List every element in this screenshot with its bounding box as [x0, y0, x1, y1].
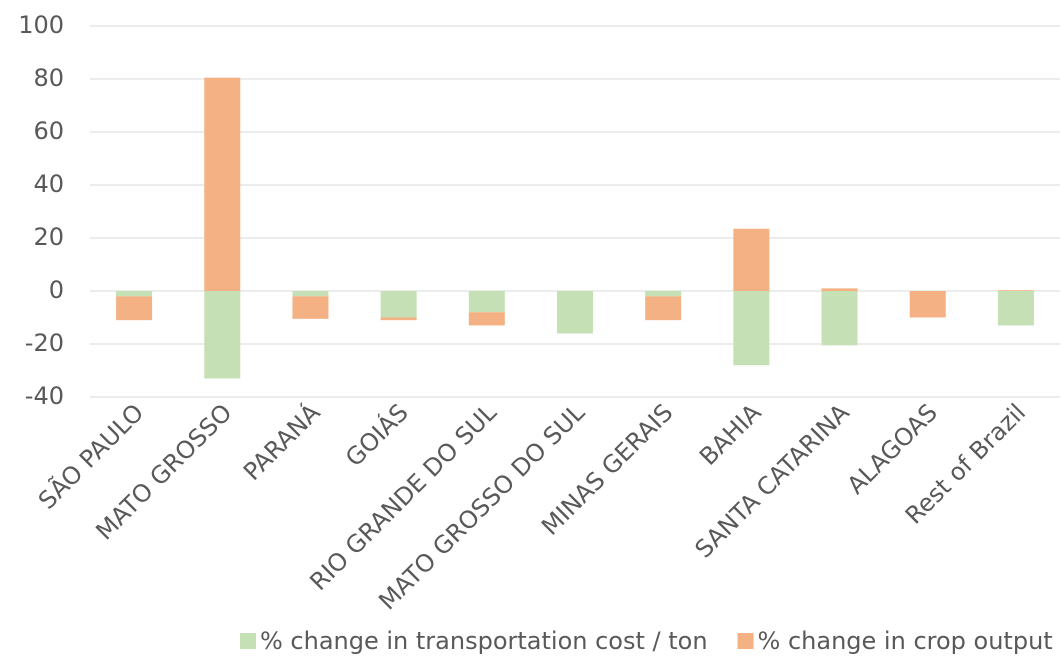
x-tick-label: PARANÁ: [237, 397, 326, 486]
legend-swatch: [737, 633, 754, 649]
y-tick-label: 0: [49, 276, 64, 304]
y-tick-label: -20: [25, 329, 64, 357]
bar: [909, 291, 946, 318]
x-tick-label: SANTA CATARINA: [690, 398, 856, 564]
y-tick-label: 20: [33, 223, 64, 251]
bar: [733, 228, 770, 291]
bar: [116, 291, 153, 297]
bar: [204, 77, 241, 291]
bar: [557, 291, 593, 334]
legend-label: % change in crop output: [758, 627, 1053, 655]
x-tick-label: BAHIA: [694, 398, 767, 471]
bar: [468, 291, 505, 313]
bar: [733, 291, 770, 366]
bar: [116, 296, 153, 321]
bar: [380, 317, 417, 321]
legend-swatch: [240, 633, 256, 649]
x-tick-label: GOIÁS: [339, 398, 413, 472]
y-tick-label: 40: [33, 170, 64, 198]
bar: [997, 291, 1034, 326]
bar: [997, 290, 1034, 291]
legend-label: % change in transportation cost / ton: [260, 627, 708, 655]
bar: [204, 291, 241, 379]
y-tick-label: 80: [33, 64, 64, 92]
bar: [645, 296, 682, 321]
bar: [468, 312, 505, 326]
bar: [380, 291, 417, 318]
bar: [645, 291, 682, 297]
bar: [292, 296, 329, 319]
bar: [821, 291, 858, 346]
bar: [821, 288, 858, 291]
bar: [292, 291, 329, 297]
y-tick-label: -40: [25, 382, 64, 410]
y-tick-label: 60: [33, 117, 64, 145]
y-tick-label: 100: [18, 11, 64, 39]
